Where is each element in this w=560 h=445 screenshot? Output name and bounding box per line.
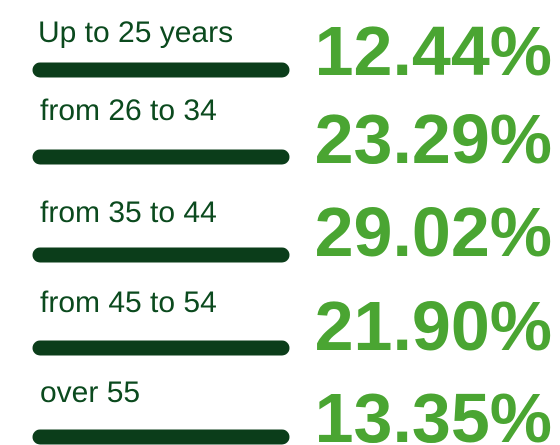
percentage: 12.44%: [315, 12, 552, 90]
percentage: 21.90%: [315, 287, 552, 365]
age-label: Up to 25 years: [38, 16, 233, 49]
age-label: from 35 to 44: [40, 196, 217, 229]
percentage: 13.35%: [315, 379, 552, 445]
age-label: from 45 to 54: [40, 286, 217, 319]
percentage: 23.29%: [315, 100, 552, 178]
percentage: 29.02%: [315, 193, 552, 271]
age-label: from 26 to 34: [40, 94, 217, 127]
age-label: over 55: [40, 376, 140, 409]
